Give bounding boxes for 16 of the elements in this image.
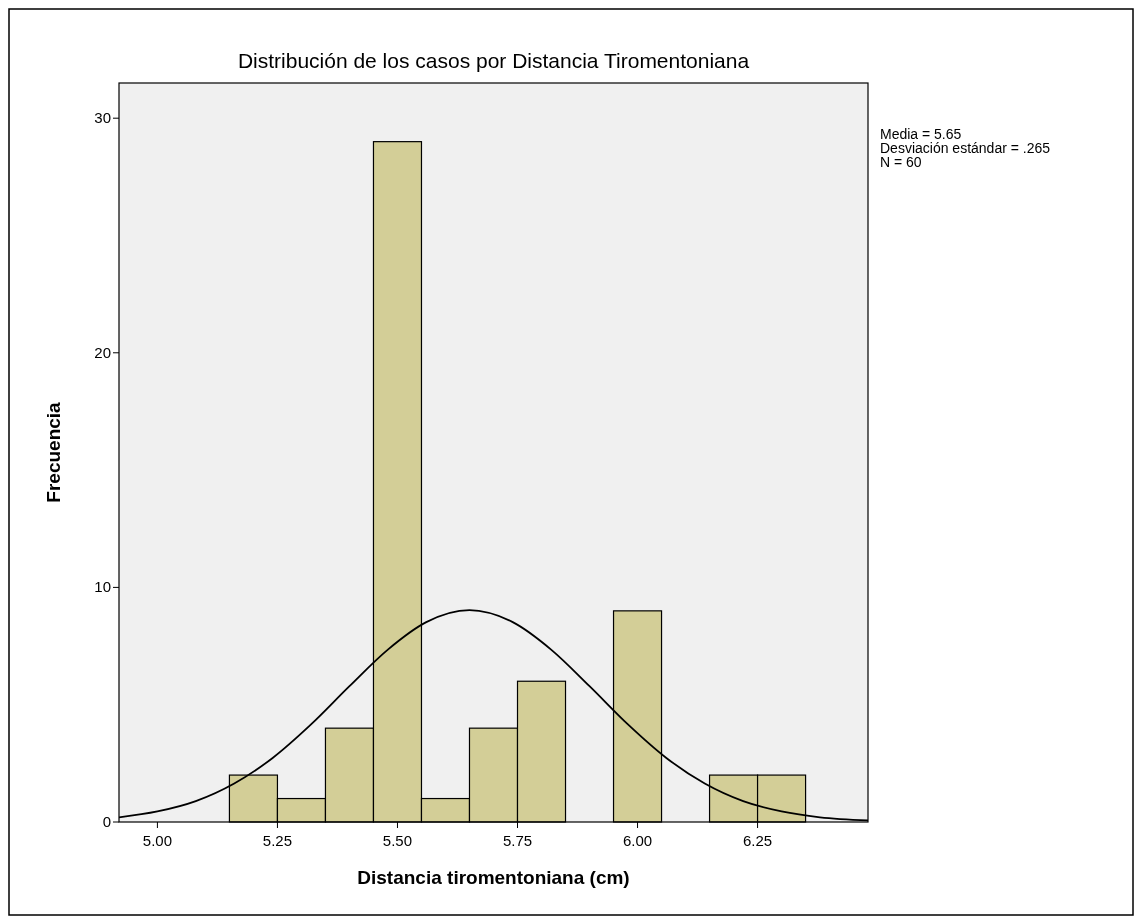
- text: Desviación estándar = .265: [880, 140, 1051, 156]
- x-tick-label: 5.00: [142, 832, 173, 849]
- y-tick-label: 30: [94, 109, 111, 127]
- y-axis-title: Frecuencia: [43, 401, 64, 503]
- text: Media = 5.65: [880, 126, 962, 142]
- x-tick-label: 6.00: [622, 832, 653, 849]
- text: N = 60: [880, 154, 922, 170]
- y-tick-label: 20: [94, 343, 111, 361]
- x-tick-label: 5.25: [262, 832, 293, 849]
- y-tick-label: 0: [102, 813, 111, 830]
- chart-title: Distribución de los casos por Distancia Tiromentoniana: [237, 49, 750, 72]
- x-tick-label: 5.50: [382, 832, 413, 849]
- x-tick-label: 5.75: [502, 832, 533, 849]
- x-axis-title: Distancia tiromentoniana (cm): [357, 867, 630, 888]
- x-tick-label: 6.25: [742, 832, 773, 849]
- y-tick-label: 10: [94, 578, 111, 596]
